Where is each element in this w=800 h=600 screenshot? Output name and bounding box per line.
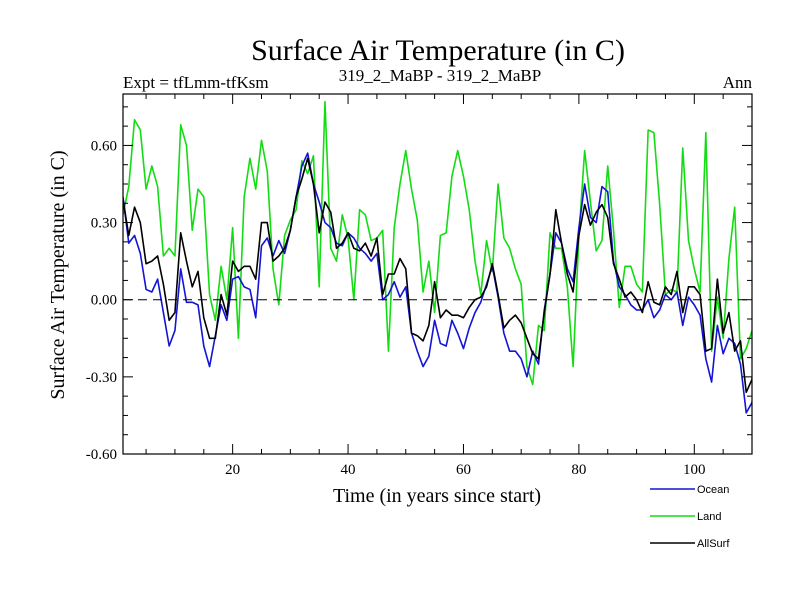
run-label: 319_2_MaBP - 319_2_MaBP	[339, 66, 541, 85]
series-line-ocean	[123, 152, 752, 414]
y-axis: -0.60 -0.30 0.00 0.30 0.60	[86, 106, 752, 463]
y-axis-label: Surface Air Temperature (in C)	[47, 150, 69, 399]
season-label: Ann	[723, 73, 753, 92]
x-tick-label: 20	[225, 462, 240, 478]
y-tick-label: 0.30	[91, 216, 117, 232]
legend-label-land: Land	[697, 511, 721, 523]
y-tick-label: 0.00	[91, 293, 117, 309]
x-axis-label: Time (in years since start)	[333, 485, 541, 507]
x-tick-label: 100	[683, 462, 706, 478]
x-axis: 20 40 60 80 100	[145, 94, 753, 478]
series-line-land	[123, 100, 752, 386]
series-group	[123, 100, 752, 414]
legend-label-ocean: Ocean	[697, 484, 729, 496]
series-line-allsurf	[123, 157, 752, 394]
x-tick-label: 60	[456, 462, 471, 478]
legend: Ocean Land AllSurf	[650, 484, 730, 550]
experiment-label: Expt = tfLmm-tfKsm	[123, 73, 269, 92]
x-tick-label: 80	[571, 462, 586, 478]
plot-frame	[122, 93, 753, 455]
chart-title: Surface Air Temperature (in C)	[251, 34, 625, 67]
x-tick-label: 40	[341, 462, 356, 478]
legend-label-allsurf: AllSurf	[697, 538, 730, 550]
y-tick-label: 0.60	[91, 138, 117, 154]
y-tick-label: -0.60	[86, 447, 117, 463]
y-tick-label: -0.30	[86, 370, 117, 386]
